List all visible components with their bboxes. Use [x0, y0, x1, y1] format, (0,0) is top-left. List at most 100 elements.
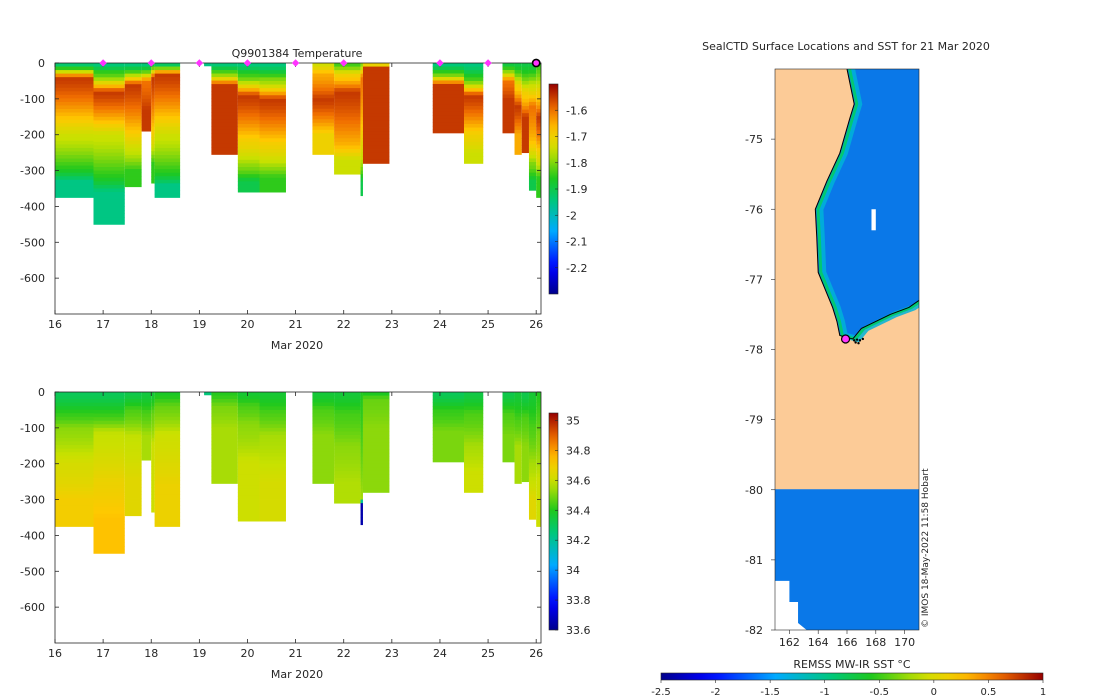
profile-cell — [55, 395, 94, 400]
profile-cell — [141, 442, 152, 447]
profile-cell — [55, 147, 94, 152]
profile-cell — [141, 95, 152, 100]
profile-cell — [211, 448, 238, 453]
profile-cell — [528, 94, 537, 99]
profile-cell — [521, 123, 529, 128]
profile-cell — [55, 487, 94, 492]
profile-cell — [154, 501, 181, 506]
profile-cell — [432, 94, 465, 99]
profile-cell — [312, 112, 335, 117]
profile-cell — [464, 156, 484, 161]
profile-cell — [528, 87, 537, 92]
profile-cell — [334, 156, 361, 161]
profile-cell — [334, 449, 361, 454]
profile-cell — [154, 498, 181, 503]
profile-cell — [93, 120, 125, 125]
profile-cell — [237, 166, 260, 171]
profile-cell — [362, 463, 390, 468]
profile-cell — [362, 80, 390, 85]
profile-cell — [464, 106, 484, 111]
profile-cell — [334, 431, 361, 436]
profile-cell — [154, 112, 181, 117]
profile-cell — [237, 138, 260, 143]
profile-cell — [124, 123, 142, 128]
profile-cell — [362, 427, 390, 432]
profile-cell — [211, 406, 238, 410]
profile-cell — [151, 473, 155, 478]
profile-cell — [93, 166, 125, 171]
profile-cell — [124, 147, 142, 152]
profile-cell — [93, 145, 125, 150]
profile-cell — [536, 427, 541, 432]
profile-cell — [536, 123, 541, 128]
profile-cell — [334, 141, 361, 146]
profile-cell — [154, 158, 181, 163]
profile-cell — [151, 406, 155, 411]
profile-cell — [432, 398, 465, 403]
profile-cell — [514, 112, 522, 117]
profile-cell — [259, 145, 286, 150]
x-tick-label: 18 — [144, 647, 158, 660]
profile-cell — [360, 456, 363, 461]
profile-cell — [237, 435, 260, 440]
profile-cell — [362, 159, 390, 164]
profile-cell — [502, 437, 515, 442]
profile-cell — [360, 392, 363, 396]
profile-cell — [528, 77, 537, 82]
profile-cell — [93, 495, 125, 500]
profile-cell — [259, 113, 286, 118]
profile-cell — [55, 186, 94, 191]
profile-cell — [151, 434, 155, 439]
track-point — [853, 339, 856, 342]
profile-cell — [55, 87, 94, 92]
profile-cell — [432, 423, 465, 428]
profile-cell — [362, 452, 390, 457]
profile-cell — [362, 106, 390, 111]
profile-cell — [93, 431, 125, 436]
profile-cell — [211, 122, 238, 127]
profile-cell — [528, 179, 537, 184]
profile-cell — [464, 438, 484, 443]
profile-cell — [211, 147, 238, 152]
profile-cell — [124, 133, 142, 138]
sst-colorbar — [660, 672, 1044, 681]
profile-cell — [151, 144, 155, 149]
profile-cell — [55, 109, 94, 113]
profile-cell — [211, 465, 238, 470]
profile-cell — [237, 449, 260, 454]
profile-cell — [259, 517, 286, 522]
profile-cell — [259, 485, 286, 490]
profile-cell — [502, 73, 515, 78]
profile-cell — [334, 442, 361, 447]
profile-cell — [124, 480, 142, 485]
profile-cell — [151, 105, 155, 110]
map-y-ticks: -75 -76 -77 -78 -79 -80 -81 -82 — [745, 133, 775, 637]
profile-cell — [514, 119, 522, 124]
profile-cell — [528, 430, 537, 435]
profile-cell — [536, 476, 541, 481]
profile-cell — [521, 120, 529, 125]
profile-cell — [154, 144, 181, 149]
profile-cell — [93, 91, 125, 96]
profile-cell — [259, 409, 286, 414]
profile-cell — [211, 108, 238, 113]
profile-cell — [514, 420, 522, 425]
profile-cell — [151, 469, 155, 474]
profile-cell — [237, 177, 260, 182]
profile-cell — [521, 392, 529, 396]
profile-cell — [154, 473, 181, 478]
profile-cell — [521, 406, 529, 411]
profile-cell — [151, 161, 155, 166]
profile-cell — [536, 147, 541, 152]
profile-cell — [502, 115, 515, 120]
profile-cell — [55, 423, 94, 428]
profile-cell — [502, 76, 515, 81]
profile-cell — [360, 109, 363, 114]
profile-cell — [521, 417, 529, 422]
profile-cell — [362, 485, 390, 490]
profile-cell — [464, 145, 484, 150]
profile-cell — [211, 84, 238, 89]
profile-cell — [259, 478, 286, 483]
profile-cell — [360, 395, 363, 400]
profile-cell — [154, 169, 181, 174]
